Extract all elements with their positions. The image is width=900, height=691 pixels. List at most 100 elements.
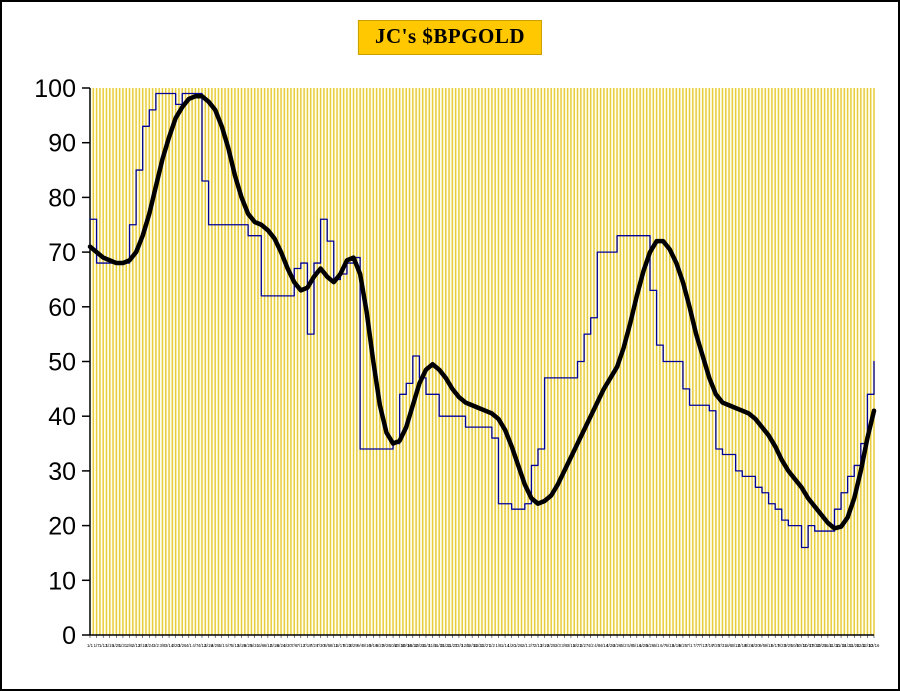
svg-text:3/26: 3/26 — [178, 643, 187, 648]
svg-text:80: 80 — [48, 184, 76, 212]
svg-text:2/12: 2/12 — [132, 643, 141, 648]
svg-text:11/28: 11/28 — [849, 643, 860, 648]
svg-text:70: 70 — [48, 239, 76, 267]
svg-text:3/27: 3/27 — [580, 643, 589, 648]
svg-text:9/11: 9/11 — [765, 643, 774, 648]
svg-text:8/18: 8/18 — [738, 643, 747, 648]
svg-text:2/19: 2/19 — [540, 643, 549, 648]
svg-text:10/29: 10/29 — [816, 643, 827, 648]
svg-text:6/1: 6/1 — [654, 643, 661, 648]
svg-text:4/25: 4/25 — [211, 643, 220, 648]
svg-text:10/10: 10/10 — [394, 643, 405, 648]
svg-text:4/7: 4/7 — [192, 643, 199, 648]
svg-text:100: 100 — [34, 75, 76, 103]
svg-text:1/1: 1/1 — [87, 643, 94, 648]
svg-text:10/16: 10/16 — [401, 643, 412, 648]
svg-text:5/26: 5/26 — [646, 643, 655, 648]
svg-text:8/29: 8/29 — [349, 643, 358, 648]
svg-text:4/14: 4/14 — [600, 643, 609, 648]
svg-text:40: 40 — [48, 403, 76, 431]
svg-text:7/13: 7/13 — [699, 643, 708, 648]
svg-text:3/9: 3/9 — [561, 643, 568, 648]
svg-text:4/19: 4/19 — [204, 643, 213, 648]
y-axis-labels: 0 10 20 30 40 50 60 70 80 90 100 — [34, 75, 90, 650]
svg-text:5/19: 5/19 — [237, 643, 246, 648]
svg-text:5/7: 5/7 — [225, 643, 232, 648]
svg-text:7/25: 7/25 — [712, 643, 721, 648]
svg-text:1/25: 1/25 — [112, 643, 121, 648]
svg-text:12/27: 12/27 — [480, 643, 491, 648]
svg-text:11/9: 11/9 — [429, 643, 438, 648]
svg-text:11/16: 11/16 — [836, 643, 847, 648]
svg-text:8/24: 8/24 — [745, 643, 754, 648]
svg-text:8/30: 8/30 — [751, 643, 760, 648]
vertical-gridlines — [92, 88, 875, 635]
svg-text:5/8: 5/8 — [627, 643, 634, 648]
svg-text:9/28: 9/28 — [382, 643, 391, 648]
svg-text:3/20: 3/20 — [171, 643, 180, 648]
svg-text:4/8: 4/8 — [594, 643, 601, 648]
series-moving-average — [87, 93, 877, 531]
svg-text:10/5: 10/5 — [791, 643, 800, 648]
svg-text:3/2: 3/2 — [153, 643, 160, 648]
svg-text:12/16: 12/16 — [869, 643, 880, 648]
svg-text:12/10: 12/10 — [862, 643, 873, 648]
series-bpgold — [89, 92, 875, 549]
svg-text:2/6: 2/6 — [127, 643, 134, 648]
svg-text:8/5: 8/5 — [324, 643, 331, 648]
svg-text:3/3: 3/3 — [555, 643, 562, 648]
svg-text:2/1: 2/1 — [522, 643, 529, 648]
svg-text:11/22: 11/22 — [842, 643, 853, 648]
svg-text:10/22: 10/22 — [407, 643, 418, 648]
svg-text:1/14: 1/14 — [501, 643, 510, 648]
svg-text:11/4: 11/4 — [824, 643, 833, 648]
svg-text:11/27: 11/27 — [447, 643, 458, 648]
svg-text:9/5: 9/5 — [759, 643, 766, 648]
svg-text:10/11: 10/11 — [796, 643, 807, 648]
chart-title: JC's $BPGOLD — [357, 20, 543, 55]
svg-text:30: 30 — [48, 458, 76, 486]
svg-text:7/6: 7/6 — [291, 643, 298, 648]
svg-text:4/26: 4/26 — [613, 643, 622, 648]
svg-text:7/24: 7/24 — [310, 643, 319, 648]
svg-text:5/1: 5/1 — [219, 643, 226, 648]
svg-text:11/3: 11/3 — [422, 643, 431, 648]
svg-text:8/6: 8/6 — [726, 643, 733, 648]
svg-text:6/12: 6/12 — [264, 643, 273, 648]
svg-text:5/25: 5/25 — [244, 643, 253, 648]
svg-text:3/15: 3/15 — [567, 643, 576, 648]
svg-text:6/13: 6/13 — [666, 643, 675, 648]
svg-text:10: 10 — [48, 567, 76, 595]
svg-text:90: 90 — [48, 130, 76, 158]
svg-text:4/2: 4/2 — [588, 643, 595, 648]
svg-text:2/7: 2/7 — [528, 643, 535, 648]
svg-text:2/18: 2/18 — [139, 643, 148, 648]
svg-text:6/24: 6/24 — [277, 643, 286, 648]
svg-text:9/29: 9/29 — [784, 643, 793, 648]
svg-text:6/25: 6/25 — [679, 643, 688, 648]
svg-text:1/2: 1/2 — [489, 643, 496, 648]
svg-text:6/7: 6/7 — [660, 643, 667, 648]
svg-text:8/17: 8/17 — [336, 643, 345, 648]
svg-text:7/19: 7/19 — [705, 643, 714, 648]
svg-text:3/21: 3/21 — [573, 643, 582, 648]
svg-text:6/6: 6/6 — [258, 643, 265, 648]
svg-text:1/7: 1/7 — [94, 643, 101, 648]
svg-text:11/21: 11/21 — [441, 643, 452, 648]
svg-text:5/14: 5/14 — [633, 643, 642, 648]
svg-text:0: 0 — [62, 622, 76, 650]
svg-text:9/4: 9/4 — [357, 643, 364, 648]
svg-text:9/16: 9/16 — [369, 643, 378, 648]
svg-text:10/23: 10/23 — [809, 643, 820, 648]
svg-text:9/17: 9/17 — [771, 643, 780, 648]
svg-text:10/28: 10/28 — [414, 643, 425, 648]
svg-text:9/22: 9/22 — [376, 643, 385, 648]
svg-text:1/13: 1/13 — [99, 643, 108, 648]
svg-text:3/14: 3/14 — [165, 643, 174, 648]
svg-text:7/7: 7/7 — [693, 643, 700, 648]
svg-text:4/1: 4/1 — [186, 643, 193, 648]
svg-text:10/4: 10/4 — [389, 643, 398, 648]
svg-text:12/15: 12/15 — [467, 643, 478, 648]
